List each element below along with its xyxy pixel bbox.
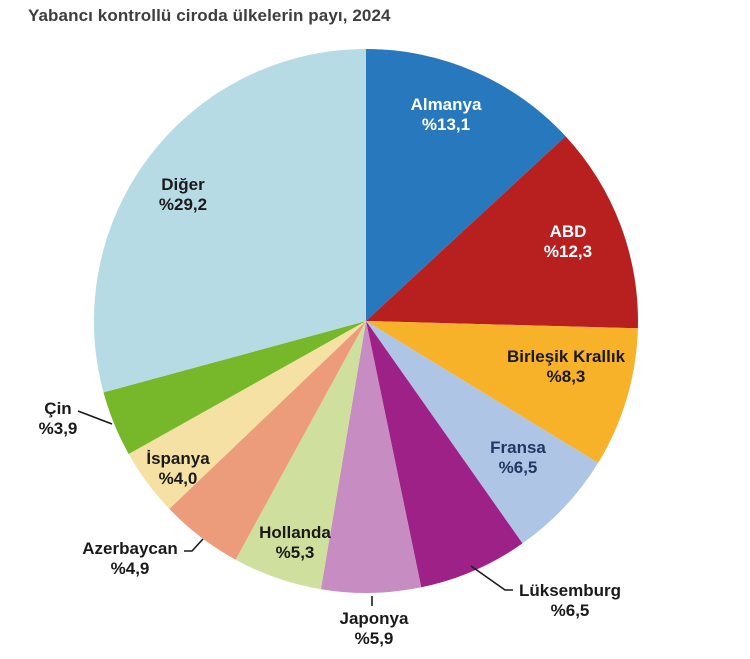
slice-label-value-almanya: %13,1: [422, 115, 470, 134]
slice-label-japonya: Japonya %5,9: [340, 609, 410, 648]
pie-slice-ispanya: [128, 321, 366, 509]
slice-label-value-hollanda: %5,3: [276, 543, 315, 562]
pie-slice-almanya: [366, 49, 566, 321]
slice-label-name-hollanda: Hollanda: [259, 523, 331, 542]
pie-slice-abd: [366, 136, 638, 329]
slice-label-azerbaycan: Azerbaycan %4,9: [82, 539, 177, 578]
pie-slice-azerbaycan: [169, 321, 366, 560]
slice-label-name-diger: Diğer: [161, 175, 205, 194]
slice-label-name-fransa: Fransa: [490, 438, 546, 457]
slice-label-value-ispanya: %4,0: [159, 469, 198, 488]
slice-label-name-japonya: Japonya: [340, 609, 410, 628]
chart-title: Yabancı kontrollü ciroda ülkelerin payı,…: [28, 6, 391, 25]
slice-label-ispanya: İspanya %4,0: [146, 449, 210, 488]
leader-line-cin: [77, 410, 113, 425]
slice-label-hollanda: Hollanda %5,3: [259, 523, 331, 562]
slice-label-value-luksemburg: %6,5: [551, 601, 590, 620]
pie-slice-cin: [103, 321, 366, 454]
slice-label-value-azerbaycan: %4,9: [111, 559, 150, 578]
slice-label-name-luksemburg: Lüksemburg: [519, 581, 621, 600]
slice-label-birlesik-krallik: Birleşik Krallık %8,3: [507, 347, 626, 386]
slice-label-luksemburg: Lüksemburg %6,5: [519, 581, 621, 620]
slice-label-diger: Diğer %29,2: [159, 175, 207, 214]
slice-label-fransa: Fransa %6,5: [490, 438, 546, 477]
slice-label-value-cin: %3,9: [39, 419, 78, 438]
slice-label-name-ispanya: İspanya: [146, 449, 210, 468]
slice-label-value-abd: %12,3: [544, 242, 592, 261]
pie-slice-birlesik-krallik: [366, 321, 638, 463]
slice-label-name-abd: ABD: [550, 222, 587, 241]
pie-slice-japonya: [320, 321, 422, 593]
slice-label-value-fransa: %6,5: [499, 458, 538, 477]
slice-label-name-cin: Çin: [44, 399, 71, 418]
leader-line-luksemburg: [470, 565, 513, 591]
pie-slice-luksemburg: [366, 321, 523, 588]
pie-slice-hollanda: [235, 321, 366, 590]
slice-label-value-japonya: %5,9: [355, 629, 394, 648]
slice-label-cin: Çin %3,9: [39, 399, 78, 438]
pie-slice-fransa: [366, 321, 599, 544]
pie-slice-diger: [93, 49, 367, 393]
leader-line-azerbaycan: [184, 538, 204, 552]
slice-label-name-birlesik-krallik: Birleşik Krallık: [507, 347, 626, 366]
slice-label-value-diger: %29,2: [159, 195, 207, 214]
slice-label-almanya: Almanya %13,1: [411, 95, 482, 134]
slice-label-name-almanya: Almanya: [411, 95, 482, 114]
slice-label-abd: ABD %12,3: [544, 222, 592, 261]
slice-label-name-azerbaycan: Azerbaycan: [82, 539, 177, 558]
slice-label-value-birlesik-krallik: %8,3: [547, 367, 586, 386]
